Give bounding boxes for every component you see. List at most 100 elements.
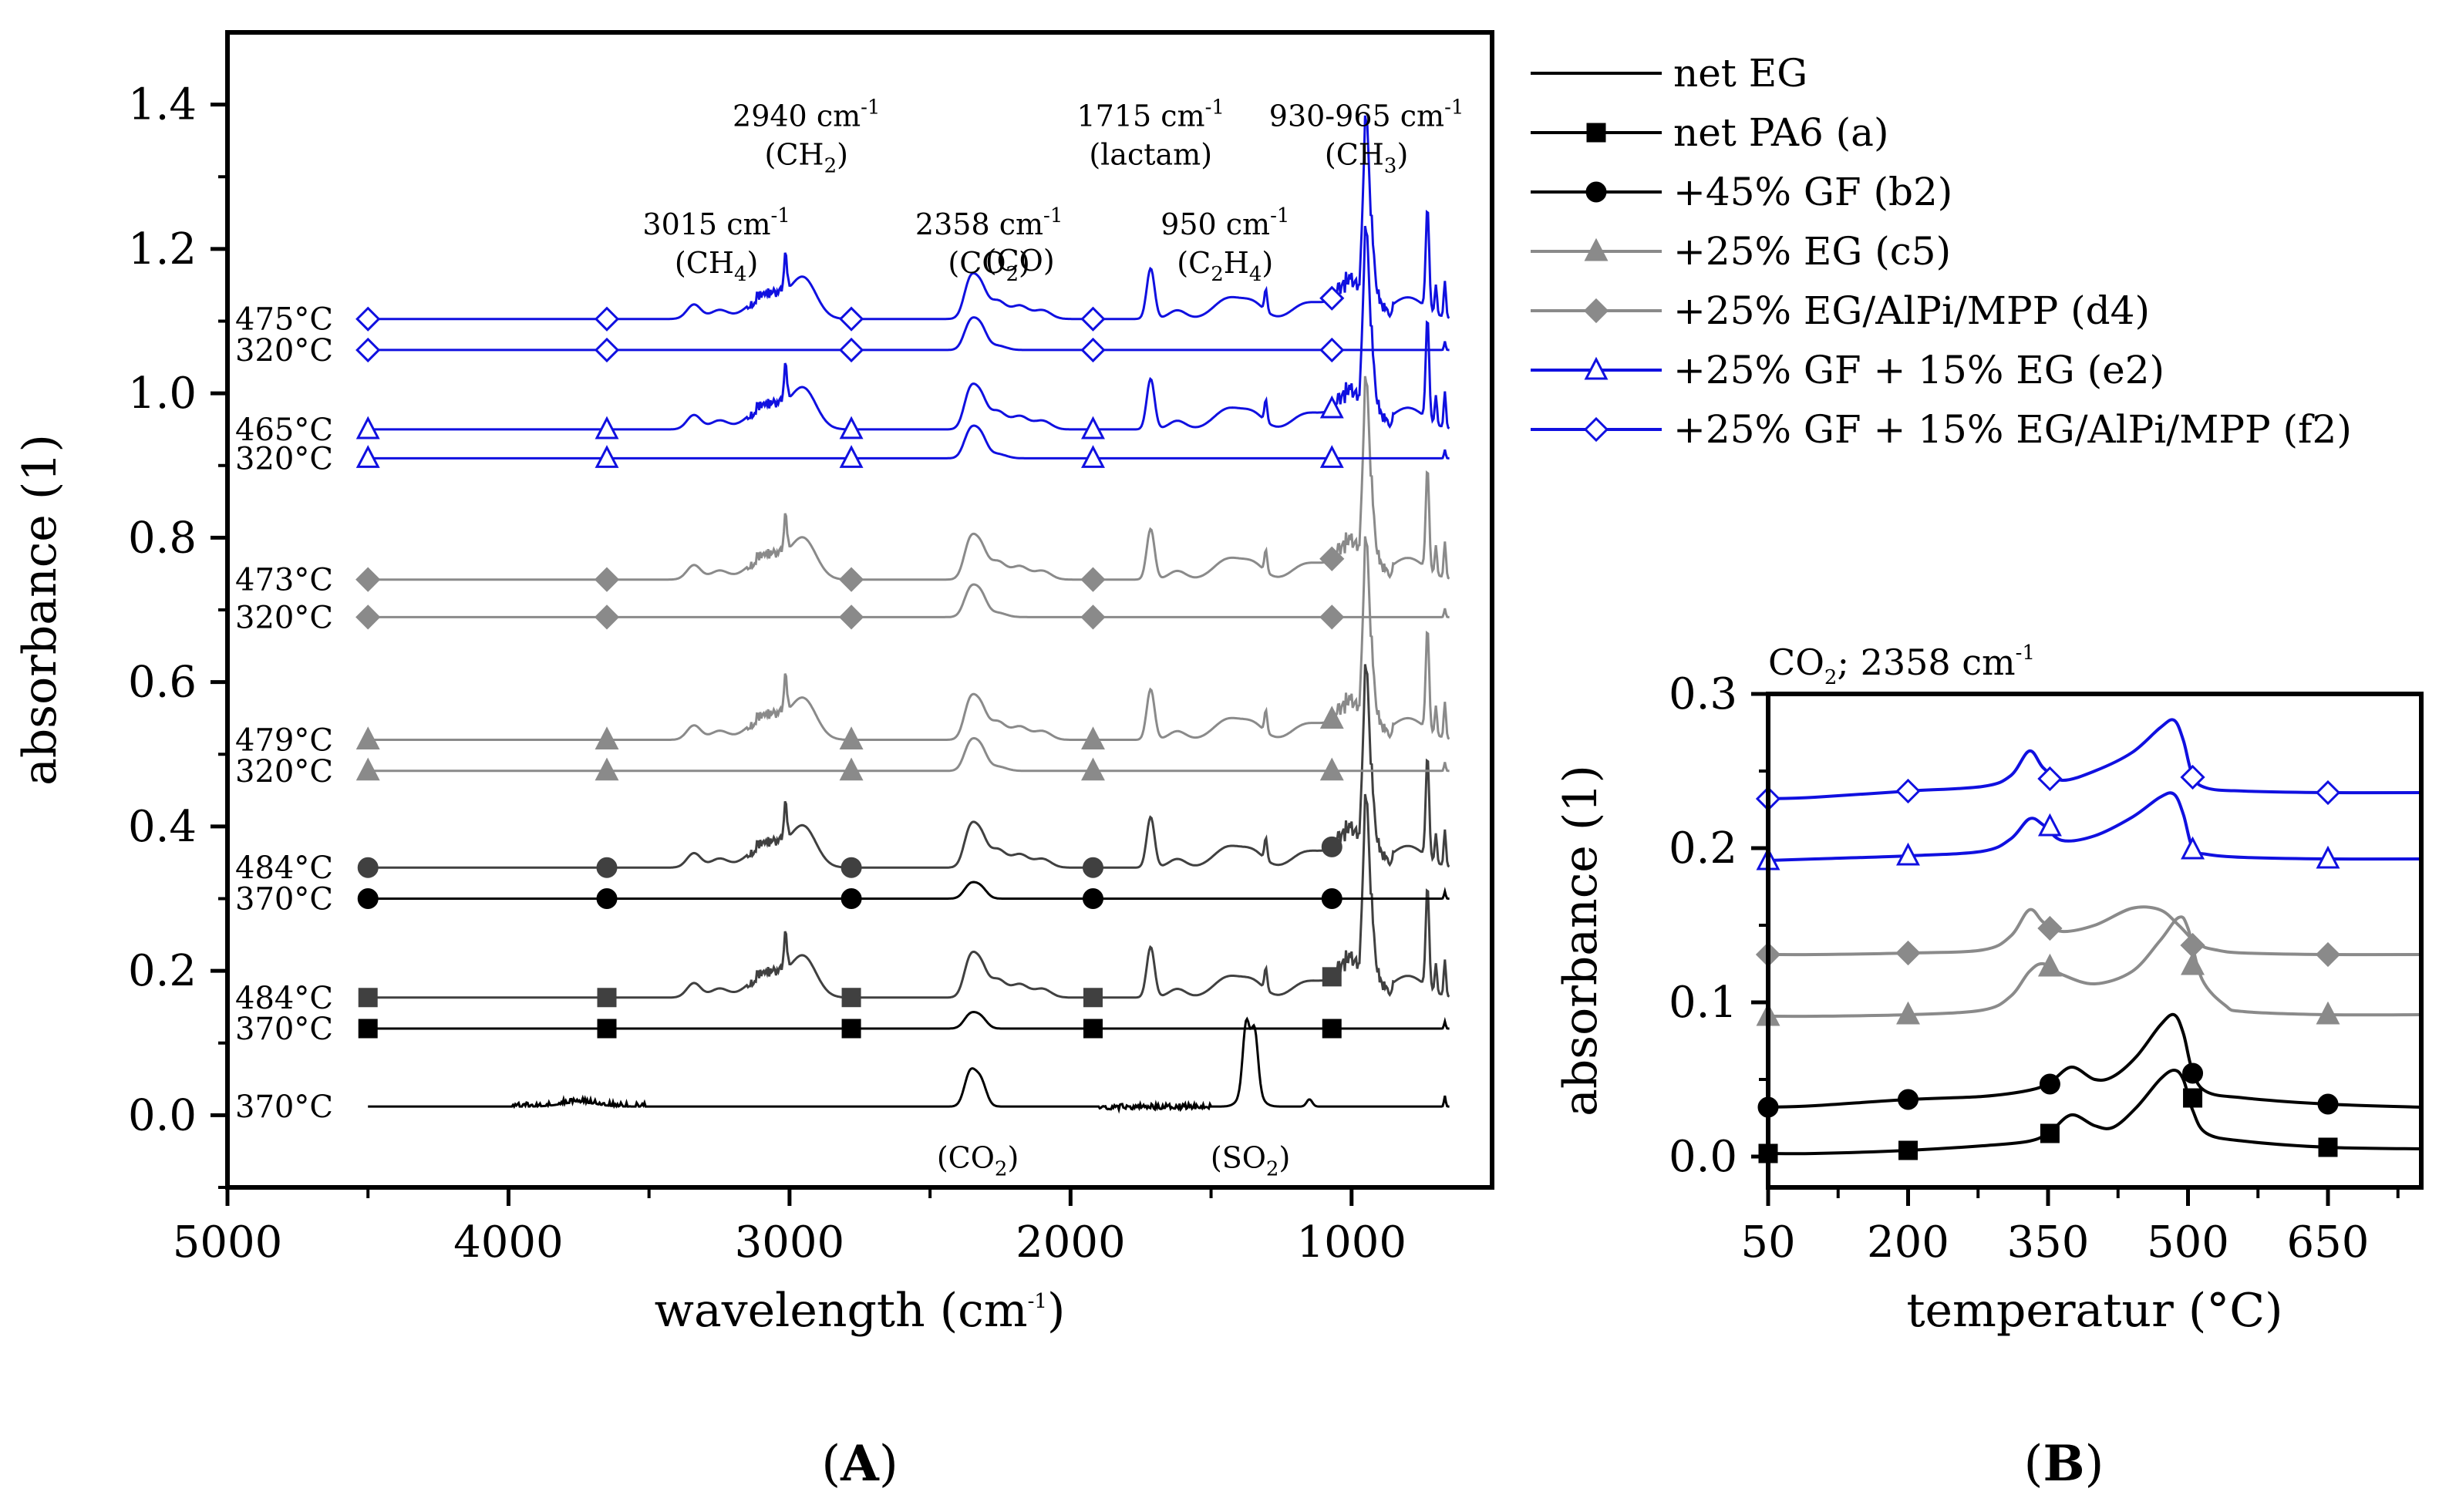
annotation-text: 950 cm <box>1161 207 1270 241</box>
series-marker <box>1321 888 1342 909</box>
x-tick-label: 2000 <box>1016 1217 1126 1268</box>
series-marker <box>2316 1001 2340 1025</box>
series-marker <box>2181 951 2205 975</box>
chart-title-text: ; 2358 cm <box>1837 642 2015 683</box>
legend-marker <box>1584 237 1609 261</box>
series-marker <box>355 337 381 363</box>
series-marker <box>839 445 864 468</box>
legend-item: net PA6 (a) <box>1531 110 1888 155</box>
series-marker <box>357 857 379 878</box>
annotation-sub: 2 <box>1006 263 1019 286</box>
x-tick-label: 200 <box>1867 1217 1949 1268</box>
legend-item: +25% EG/AlPi/MPP (d4) <box>1531 288 2150 333</box>
series-marker <box>1322 967 1342 987</box>
y-tick-label: 0.0 <box>1669 1132 1737 1182</box>
series-marker <box>1083 1019 1103 1039</box>
series-line <box>1767 905 2422 957</box>
series-marker <box>841 888 862 909</box>
series-marker <box>1898 1140 1918 1160</box>
series-marker <box>839 416 864 439</box>
legend-marker <box>1583 298 1609 324</box>
legend-label: +25% EG (c5) <box>1673 229 1951 274</box>
series-marker <box>597 1019 617 1039</box>
series-marker <box>1081 757 1105 781</box>
series-marker <box>1081 416 1105 439</box>
annotation-line1: 1715 cm-1 <box>1076 96 1224 133</box>
legend-marker <box>1584 356 1609 380</box>
annotation-top: 1715 cm-1 (lactam) <box>1076 96 1224 172</box>
series-marker <box>355 726 380 750</box>
panel-label-letter: B <box>2043 1435 2084 1493</box>
series-marker <box>2181 836 2205 860</box>
series-line <box>368 793 1450 999</box>
annotation-sub: 2 <box>1266 1158 1279 1181</box>
legend-item: +25% GF + 15% EG/AlPi/MPP (f2) <box>1531 407 2352 452</box>
annotation-text: (CH <box>765 138 824 172</box>
panel-label-paren: ) <box>879 1436 898 1493</box>
series-marker <box>1895 778 1921 804</box>
x-tick-label: 650 <box>2287 1217 2370 1268</box>
annotation-text: 930-965 cm <box>1269 99 1444 133</box>
series-b-2 <box>1755 905 2422 968</box>
series-marker <box>1319 705 1344 729</box>
series-b-3 <box>1756 915 2422 1026</box>
temperature-label: 320°C <box>235 600 333 635</box>
series-line <box>368 1010 1450 1030</box>
series-marker <box>2317 1093 2339 1115</box>
annotation-text: (CH <box>1325 138 1384 172</box>
annotation-line1: 3015 cm-1 <box>642 204 790 241</box>
series-line <box>368 536 1450 741</box>
series-b-5 <box>1758 1068 2422 1163</box>
series-marker <box>1319 337 1345 363</box>
y-tick-label: 1.4 <box>128 80 197 130</box>
panel-label-b: (B) <box>2023 1435 2104 1493</box>
chart-title: CO2; 2358 cm-1 <box>1768 642 2035 689</box>
panel-label-paren: ( <box>2023 1436 2043 1493</box>
temperature-label: 475°C <box>235 302 333 338</box>
series-marker <box>841 1019 861 1039</box>
series-marker <box>596 888 618 909</box>
x-tick-label: 50 <box>1740 1217 1795 1268</box>
series-marker <box>2037 953 2062 977</box>
annotation-line2: (CH2) <box>765 138 848 178</box>
annotation-text: 2358 cm <box>915 207 1043 241</box>
temperature-label: 320°C <box>235 441 333 476</box>
series-a-2: 484°C <box>235 793 1450 1016</box>
series-line <box>368 375 1450 581</box>
series-line <box>368 736 1450 773</box>
series-marker <box>1082 888 1103 909</box>
series-a-7: 320°C <box>235 583 1450 635</box>
series-marker <box>1319 445 1344 468</box>
series-marker <box>838 604 864 630</box>
series-a-4: 484°C <box>235 664 1450 886</box>
series-a-5: 320°C <box>235 736 1450 790</box>
x-axis-title-end: ) <box>1047 1284 1065 1338</box>
series-marker <box>2183 1088 2203 1108</box>
series-marker <box>1898 1089 1919 1110</box>
series-marker <box>1896 1001 1920 1025</box>
series-marker <box>1080 306 1106 332</box>
temperature-label: 370°C <box>235 882 333 918</box>
series-marker <box>355 604 381 630</box>
series-marker <box>595 416 619 439</box>
series-line <box>1767 1012 2422 1109</box>
series-marker <box>2039 1073 2060 1095</box>
series-marker <box>594 306 620 332</box>
series-marker <box>1083 988 1103 1008</box>
chart-title-sup: -1 <box>2016 642 2035 665</box>
x-axis-title-text: wavelength (cm <box>655 1284 1028 1338</box>
series-a-11: 320°C <box>235 316 1450 369</box>
panel-label-paren: ( <box>821 1436 841 1493</box>
annotation-line2: (lactam) <box>1089 138 1212 172</box>
annotation-text: 1715 cm <box>1076 99 1204 133</box>
series-marker <box>1081 726 1105 750</box>
series-line <box>1767 915 2422 1019</box>
annotation-sub: 2 <box>1211 263 1224 286</box>
legend-label: net EG <box>1673 51 1807 96</box>
x-axis-title: wavelength (cm-1) <box>655 1284 1066 1338</box>
annotation-top: 950 cm-1 (C2H4) <box>1161 204 1289 286</box>
series-marker <box>594 567 620 592</box>
series-marker <box>2315 941 2341 968</box>
legend: net EG net PA6 (a) +45% GF (b2) +25% EG (c5… <box>1531 51 2352 452</box>
